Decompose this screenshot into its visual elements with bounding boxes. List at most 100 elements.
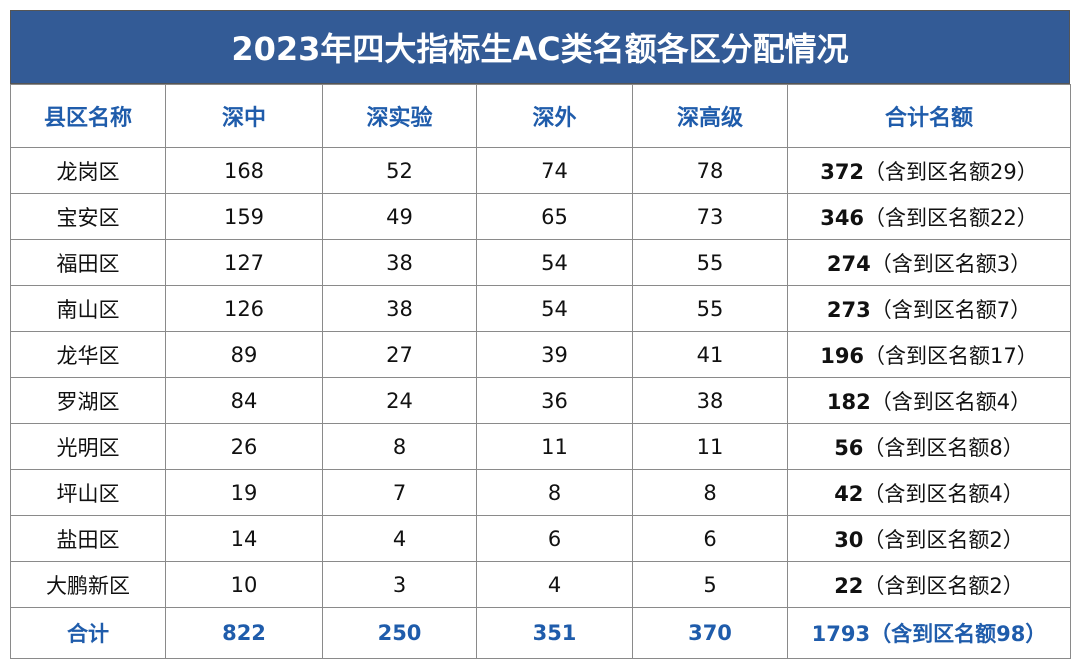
district-cell: 大鹏新区 <box>10 561 166 608</box>
total-note: （含到区名额98） <box>870 622 1047 646</box>
value-cell: 8 <box>476 469 633 516</box>
total-value: 22 <box>834 573 864 598</box>
total-cell: 182（含到区名额4） <box>787 377 1071 424</box>
value-cell: 4 <box>476 561 633 608</box>
data-row: 宝安区 159 49 65 73 346（含到区名额22） <box>10 193 1071 240</box>
data-row: 龙华区 89 27 39 41 196（含到区名额17） <box>10 331 1071 378</box>
value-cell: 5 <box>632 561 788 608</box>
value-cell: 39 <box>476 331 633 378</box>
value-cell: 7 <box>322 469 477 516</box>
total-cell: 372（含到区名额29） <box>787 147 1071 194</box>
header-cell: 深实验 <box>322 84 477 148</box>
value-cell: 74 <box>476 147 633 194</box>
value-cell: 36 <box>476 377 633 424</box>
value-cell: 73 <box>632 193 788 240</box>
total-cell: 1793（含到区名额98） <box>787 607 1071 659</box>
total-cell: 42（含到区名额4） <box>787 469 1071 516</box>
total-value: 372 <box>820 159 865 184</box>
total-note: （含到区名额29） <box>864 159 1038 184</box>
district-cell: 盐田区 <box>10 515 166 562</box>
value-cell: 89 <box>165 331 323 378</box>
table-title: 2023年四大指标生AC类名额各区分配情况 <box>10 10 1070 84</box>
value-cell: 6 <box>632 515 788 562</box>
header-cell: 合计名额 <box>787 84 1071 148</box>
value-cell: 3 <box>322 561 477 608</box>
value-cell: 168 <box>165 147 323 194</box>
total-cell: 346（含到区名额22） <box>787 193 1071 240</box>
value-cell: 8 <box>632 469 788 516</box>
value-cell: 52 <box>322 147 477 194</box>
district-cell: 宝安区 <box>10 193 166 240</box>
table-card: 2023年四大指标生AC类名额各区分配情况 县区名称 深中 深实验 深外 深高级 合计名额… <box>10 10 1071 659</box>
header-cell: 深中 <box>165 84 323 148</box>
value-cell: 41 <box>632 331 788 378</box>
total-note: （含到区名额3） <box>870 251 1032 276</box>
footer-row: 合计 822 250 351 370 1793（含到区名额98） <box>10 607 1071 659</box>
value-cell: 55 <box>632 285 788 332</box>
value-cell: 351 <box>476 607 633 659</box>
total-value: 182 <box>826 389 871 414</box>
value-cell: 65 <box>476 193 633 240</box>
value-cell: 26 <box>165 423 323 470</box>
total-note: （含到区名额17） <box>864 343 1038 368</box>
value-cell: 24 <box>322 377 477 424</box>
value-cell: 127 <box>165 239 323 286</box>
value-cell: 11 <box>476 423 633 470</box>
total-value: 196 <box>820 343 865 368</box>
total-cell: 30（含到区名额2） <box>787 515 1071 562</box>
value-cell: 54 <box>476 239 633 286</box>
header-row: 县区名称 深中 深实验 深外 深高级 合计名额 <box>10 84 1071 148</box>
data-row: 光明区 26 8 11 11 56（含到区名额8） <box>10 423 1071 470</box>
value-cell: 54 <box>476 285 633 332</box>
total-value: 30 <box>834 527 864 552</box>
value-cell: 8 <box>322 423 477 470</box>
value-cell: 126 <box>165 285 323 332</box>
value-cell: 10 <box>165 561 323 608</box>
total-note: （含到区名额2） <box>863 573 1024 598</box>
value-cell: 159 <box>165 193 323 240</box>
header-cell: 深高级 <box>632 84 788 148</box>
value-cell: 27 <box>322 331 477 378</box>
district-cell: 光明区 <box>10 423 166 470</box>
total-note: （含到区名额22） <box>864 205 1038 230</box>
value-cell: 55 <box>632 239 788 286</box>
total-cell: 22（含到区名额2） <box>787 561 1071 608</box>
total-value: 346 <box>820 205 865 230</box>
district-cell: 福田区 <box>10 239 166 286</box>
data-row: 龙岗区 168 52 74 78 372（含到区名额29） <box>10 147 1071 194</box>
value-cell: 11 <box>632 423 788 470</box>
total-cell: 56（含到区名额8） <box>787 423 1071 470</box>
value-cell: 49 <box>322 193 477 240</box>
value-cell: 78 <box>632 147 788 194</box>
data-row: 大鹏新区 10 3 4 5 22（含到区名额2） <box>10 561 1071 608</box>
district-cell: 南山区 <box>10 285 166 332</box>
total-cell: 274（含到区名额3） <box>787 239 1071 286</box>
data-row: 罗湖区 84 24 36 38 182（含到区名额4） <box>10 377 1071 424</box>
district-cell: 合计 <box>10 607 166 659</box>
value-cell: 6 <box>476 515 633 562</box>
table: 县区名称 深中 深实验 深外 深高级 合计名额 龙岗区 168 52 74 78 372（含到区名额2… <box>10 84 1071 659</box>
header-cell: 县区名称 <box>10 84 166 148</box>
total-note: （含到区名额7） <box>870 297 1032 322</box>
value-cell: 38 <box>632 377 788 424</box>
value-cell: 19 <box>165 469 323 516</box>
total-value: 273 <box>826 297 871 322</box>
value-cell: 38 <box>322 239 477 286</box>
data-row: 福田区 127 38 54 55 274（含到区名额3） <box>10 239 1071 286</box>
value-cell: 84 <box>165 377 323 424</box>
district-cell: 坪山区 <box>10 469 166 516</box>
header-cell: 深外 <box>476 84 633 148</box>
total-value: 56 <box>834 435 864 460</box>
value-cell: 370 <box>632 607 788 659</box>
data-row: 盐田区 14 4 6 6 30（含到区名额2） <box>10 515 1071 562</box>
total-note: （含到区名额8） <box>863 435 1024 460</box>
total-value: 274 <box>826 251 871 276</box>
data-row: 南山区 126 38 54 55 273（含到区名额7） <box>10 285 1071 332</box>
total-cell: 196（含到区名额17） <box>787 331 1071 378</box>
total-note: （含到区名额4） <box>870 389 1032 414</box>
district-cell: 龙华区 <box>10 331 166 378</box>
district-cell: 罗湖区 <box>10 377 166 424</box>
value-cell: 38 <box>322 285 477 332</box>
total-value: 1793 <box>811 622 871 646</box>
